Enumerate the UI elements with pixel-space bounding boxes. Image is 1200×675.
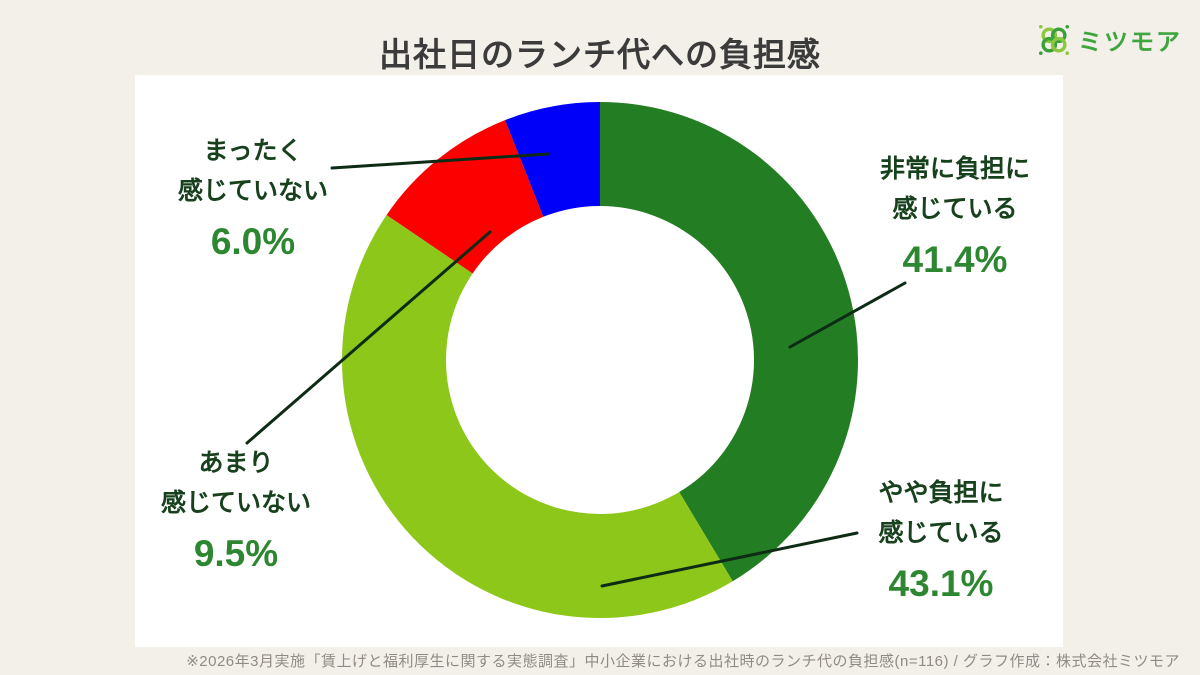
segment-label-line: 感じている bbox=[892, 195, 1018, 223]
leader-line-somewhat-burdened bbox=[600, 531, 859, 588]
segment-label-line: 感じている bbox=[878, 519, 1004, 547]
segment-label-line: 感じていない bbox=[160, 489, 312, 517]
segment-value: 41.4% bbox=[902, 239, 1008, 280]
segment-value: 9.5% bbox=[193, 533, 279, 574]
segment-label-somewhat-burdened: やや負担に 感じている 43.1% bbox=[878, 473, 1003, 605]
segment-label-line: あまり bbox=[198, 449, 274, 477]
segment-label-very-burdened: 非常に負担に 感じている 41.4% bbox=[880, 149, 1030, 281]
brand-name: ミツモア bbox=[1078, 29, 1182, 56]
donut-segment-not-much bbox=[386, 120, 544, 274]
segment-label-line: やや負担に bbox=[878, 479, 1004, 507]
segment-label-not-at-all: まったく 感じていない 6.0% bbox=[178, 131, 328, 263]
brand-logo: ミツモア bbox=[1037, 22, 1182, 57]
segment-label-line: まったく bbox=[203, 137, 303, 165]
leader-line-not-at-all bbox=[330, 152, 550, 170]
donut-segment-somewhat-burdened bbox=[341, 214, 733, 619]
leader-line-very-burdened bbox=[788, 281, 907, 349]
segment-value: 43.1% bbox=[888, 563, 994, 604]
segment-label-line: 感じていない bbox=[177, 177, 329, 205]
donut-segment-not-at-all bbox=[505, 102, 600, 217]
segment-value: 6.0% bbox=[210, 221, 296, 262]
donut-chart bbox=[245, 102, 907, 619]
page-title: 出社日のランチ代への負担感 bbox=[379, 36, 821, 73]
segment-label-not-much: あまり 感じていない 9.5% bbox=[161, 443, 311, 575]
donut-segment-very-burdened bbox=[600, 102, 859, 582]
segment-label-line: 非常に負担に bbox=[879, 155, 1031, 183]
source-note: ※2026年3月実施「賃上げと福利厚生に関する実態調査」中小企業における出社時の… bbox=[186, 653, 1180, 670]
clover-icon bbox=[1037, 23, 1071, 57]
chart-panel: まったく 感じていない 6.0% 非常に負担に 感じている 41.4% あまり … bbox=[135, 75, 1063, 647]
leader-line-not-much bbox=[245, 230, 492, 445]
